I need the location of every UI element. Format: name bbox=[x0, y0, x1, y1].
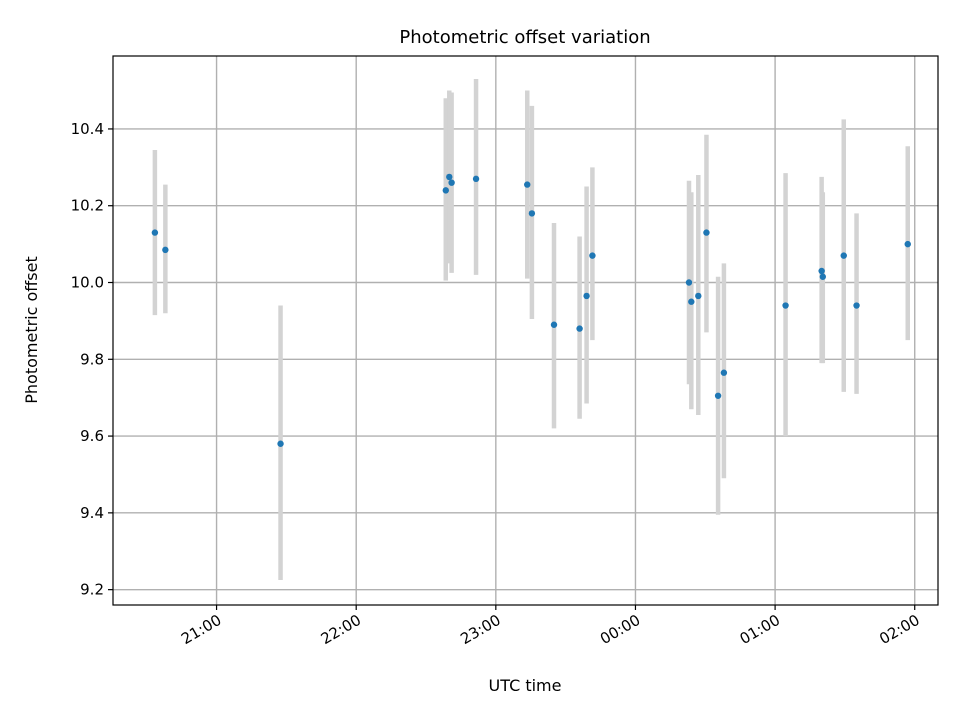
data-point bbox=[277, 440, 284, 447]
data-point bbox=[688, 298, 695, 305]
y-tick-label: 10.4 bbox=[71, 120, 104, 138]
data-point bbox=[589, 252, 596, 259]
y-axis-label: Photometric offset bbox=[22, 256, 41, 404]
data-point bbox=[703, 229, 710, 236]
data-point bbox=[714, 392, 722, 399]
data-point bbox=[782, 302, 789, 309]
data-point bbox=[720, 369, 728, 376]
x-tick-label: 23:00 bbox=[457, 611, 503, 648]
error-bars bbox=[152, 79, 910, 581]
plot-frame bbox=[112, 55, 939, 606]
data-point bbox=[695, 292, 702, 300]
data-point bbox=[446, 173, 453, 181]
y-tick-label: 9.6 bbox=[80, 427, 104, 445]
x-tick-label: 01:00 bbox=[737, 611, 783, 648]
data-points bbox=[151, 173, 911, 447]
data-point bbox=[685, 279, 693, 286]
data-point bbox=[818, 267, 825, 275]
data-point bbox=[162, 246, 169, 254]
data-point bbox=[853, 302, 860, 309]
data-point bbox=[472, 175, 480, 183]
x-tick-label: 22:00 bbox=[318, 611, 364, 648]
data-point bbox=[448, 179, 455, 186]
y-tick-label: 9.4 bbox=[80, 504, 104, 522]
y-tick-label: 9.8 bbox=[80, 350, 104, 368]
data-point bbox=[819, 273, 827, 280]
x-axis: 21:00 22:00 23:00 00:00 01:00 02:00 bbox=[178, 605, 923, 648]
y-tick-label: 10.0 bbox=[71, 274, 104, 292]
y-axis: 9.2 9.4 9.6 9.8 10.0 10.2 10.4 bbox=[71, 120, 113, 599]
chart-title: Photometric offset variation bbox=[399, 27, 650, 48]
data-point bbox=[524, 181, 531, 188]
y-tick-label: 10.2 bbox=[71, 197, 104, 215]
x-tick-label: 00:00 bbox=[597, 611, 643, 648]
data-point bbox=[151, 229, 159, 236]
data-point bbox=[840, 252, 847, 259]
y-tick-label: 9.2 bbox=[80, 581, 104, 599]
data-point bbox=[583, 292, 590, 300]
x-tick-label: 21:00 bbox=[178, 611, 224, 648]
data-point bbox=[576, 325, 583, 332]
x-axis-label: UTC time bbox=[489, 676, 562, 695]
x-tick-label: 02:00 bbox=[876, 611, 922, 648]
data-point bbox=[550, 321, 558, 328]
data-point bbox=[904, 240, 911, 248]
data-point bbox=[442, 187, 449, 194]
data-point bbox=[528, 210, 536, 217]
